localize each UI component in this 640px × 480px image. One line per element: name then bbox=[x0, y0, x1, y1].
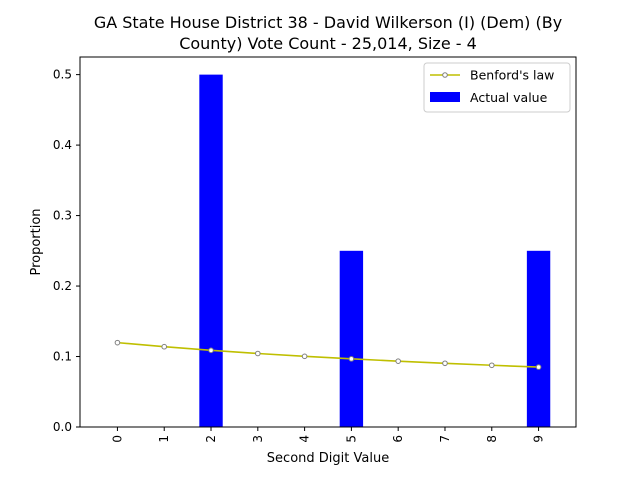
benford-point-8 bbox=[488, 362, 495, 369]
x-tick-label: 8 bbox=[485, 435, 499, 443]
legend-line-marker bbox=[442, 72, 448, 78]
x-tick-label: 5 bbox=[344, 435, 358, 443]
x-tick-label: 1 bbox=[157, 435, 171, 443]
legend: Benford's law Actual value bbox=[423, 62, 571, 113]
bar-digit-5 bbox=[339, 250, 364, 427]
x-axis: 0 1 2 3 4 5 6 7 8 9 bbox=[110, 427, 546, 443]
x-tick-label: 9 bbox=[532, 435, 546, 443]
benford-point-5 bbox=[348, 356, 355, 362]
benford-line-path bbox=[117, 341, 539, 368]
y-tick-label: 0.1 bbox=[53, 350, 72, 364]
x-axis-label: Second Digit Value bbox=[267, 451, 389, 466]
x-tick-label: 4 bbox=[298, 435, 312, 443]
benford-point-1 bbox=[161, 343, 168, 350]
legend-bar-swatch bbox=[430, 92, 460, 102]
y-tick-label: 0.5 bbox=[53, 68, 72, 82]
legend-box bbox=[423, 62, 571, 113]
bar-digit-9 bbox=[526, 250, 551, 427]
benford-line bbox=[114, 339, 542, 370]
benford-point-9 bbox=[535, 364, 542, 370]
benford-point-7 bbox=[442, 360, 448, 367]
x-tick-label: 7 bbox=[438, 435, 452, 443]
y-axis: 0.0 0.1 0.2 0.3 0.4 0.5 bbox=[53, 68, 80, 434]
benford-point-6 bbox=[395, 358, 401, 364]
benford-point-3 bbox=[255, 350, 261, 357]
y-tick-label: 0.0 bbox=[53, 420, 72, 434]
benford-point-0 bbox=[114, 339, 121, 346]
bars bbox=[199, 74, 551, 427]
chart-title-line: GA State House District 38 - David Wilke… bbox=[94, 13, 562, 32]
x-tick-label: 6 bbox=[391, 435, 405, 443]
legend-label-actual: Actual value bbox=[470, 90, 548, 105]
y-tick-label: 0.2 bbox=[53, 279, 72, 293]
chart-title: GA State House District 38 - David Wilke… bbox=[94, 13, 562, 53]
y-tick-label: 0.3 bbox=[53, 209, 72, 223]
x-tick-label: 3 bbox=[251, 435, 265, 443]
x-tick-label: 0 bbox=[110, 435, 124, 443]
bar-digit-2 bbox=[199, 74, 223, 427]
y-tick-label: 0.4 bbox=[53, 138, 72, 152]
legend-label-benford: Benford's law bbox=[470, 68, 554, 83]
benford-point-2 bbox=[208, 347, 214, 354]
chart-title-line: County) Vote Count - 25,014, Size - 4 bbox=[179, 34, 477, 53]
x-tick-label: 2 bbox=[204, 435, 218, 443]
y-axis-label: Proportion bbox=[29, 208, 44, 275]
benford-point-4 bbox=[301, 353, 308, 360]
plot-frame bbox=[79, 56, 577, 428]
